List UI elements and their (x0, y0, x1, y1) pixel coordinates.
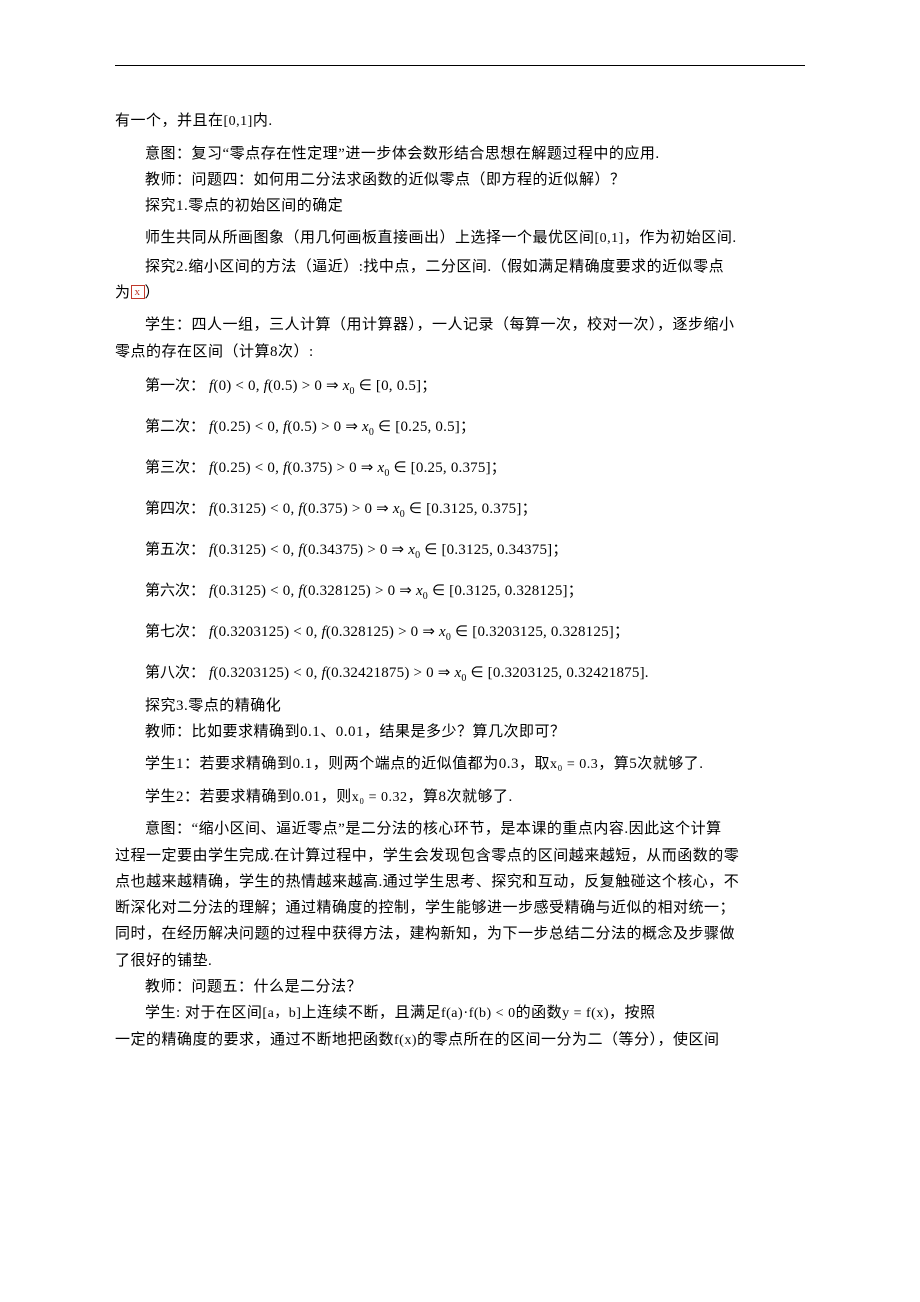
text: 为 (115, 285, 131, 301)
iteration-math: f(0.25) < 0, f(0.5) > 0 ⇒ x0 ∈ [0.25, 0.… (209, 417, 460, 438)
para-line: 过程一定要由学生完成.在计算过程中，学生会发现包含零点的区间越来越短，从而函数的… (115, 843, 805, 869)
text: 学生: 对于在区间 (145, 1005, 262, 1021)
iteration-terminator: ； (614, 620, 629, 641)
iteration-row: 第二次：f(0.25) < 0, f(0.5) > 0 ⇒ x0 ∈ [0.25… (115, 406, 805, 447)
iteration-math: f(0.3125) < 0, f(0.328125) > 0 ⇒ x0 ∈ [0… (209, 581, 568, 602)
iteration-row: 第六次：f(0.3125) < 0, f(0.328125) > 0 ⇒ x0 … (115, 570, 805, 611)
iteration-row: 第五次：f(0.3125) < 0, f(0.34375) > 0 ⇒ x0 ∈… (115, 529, 805, 570)
para-line: 教师：问题四：如何用二分法求函数的近似零点（即方程的近似解）？ (115, 167, 805, 193)
math-expr: f(a) (441, 1006, 463, 1021)
para-line: 师生共同从所画图象（用几何画板直接画出）上选择一个最优区间[0,1]，作为初始区… (115, 225, 805, 252)
iteration-row: 第一次：f(0) < 0, f(0.5) > 0 ⇒ x0 ∈ [0, 0.5]… (115, 365, 805, 406)
text: ） (145, 285, 161, 301)
text: ，作为初始区间. (624, 230, 737, 246)
iteration-terminator: . (645, 665, 649, 682)
text: 的零点所在的区间一分为二（等分），使区间 (417, 1032, 720, 1048)
para-line: 学生2：若要求精确到0.01，则x₀ = 0.32，算8次就够了. (115, 784, 805, 811)
math-expr: x₀ = 0.3 (550, 757, 598, 772)
text: 学生2：若要求精确到0.01，则 (145, 789, 352, 805)
text: 有一个，并且在 (115, 113, 224, 129)
math-expr: y = f(x) (562, 1006, 609, 1021)
para-line: 教师：问题五：什么是二分法？ (115, 974, 805, 1000)
text: ，算5次就够了. (598, 756, 703, 772)
iteration-label: 第六次： (145, 579, 209, 600)
para-line: 教师：比如要求精确到0.1、0.01，结果是多少？算几次即可？ (115, 719, 805, 745)
text: 一定的精确度的要求，通过不断地把函数 (115, 1032, 394, 1048)
iteration-math: f(0.3125) < 0, f(0.34375) > 0 ⇒ x0 ∈ [0.… (209, 540, 552, 561)
math-expr: x₀ = 0.32 (352, 790, 408, 805)
iteration-label: 第四次： (145, 497, 209, 518)
iteration-row: 第八次：f(0.3203125) < 0, f(0.32421875) > 0 … (115, 652, 805, 693)
iteration-row: 第七次：f(0.3203125) < 0, f(0.328125) > 0 ⇒ … (115, 611, 805, 652)
iteration-label: 第七次： (145, 620, 209, 641)
iteration-row: 第四次：f(0.3125) < 0, f(0.375) > 0 ⇒ x0 ∈ [… (115, 488, 805, 529)
document-page: 有一个，并且在[0,1]内. 意图：复习“零点存在性定理”进一步体会数形结合思想… (0, 0, 920, 1302)
para-line: 同时，在经历解决问题的过程中获得方法，建构新知，为下一步总结二分法的概念及步骤做 (115, 921, 805, 947)
text: ，算8次就够了. (408, 789, 513, 805)
iteration-terminator: ； (552, 538, 567, 559)
para-line: 学生：四人一组，三人计算（用计算器），一人记录（每算一次，校对一次），逐步缩小 (115, 312, 805, 338)
text: 上连续不断，且满足 (301, 1005, 441, 1021)
iteration-math: f(0) < 0, f(0.5) > 0 ⇒ x0 ∈ [0, 0.5] (209, 376, 421, 397)
para-line: 点也越来越精确，学生的热情越来越高.通过学生思考、探究和互动，反复触碰这个核心，… (115, 869, 805, 895)
iteration-terminator: ； (421, 374, 436, 395)
iteration-row: 第三次：f(0.25) < 0, f(0.375) > 0 ⇒ x0 ∈ [0.… (115, 447, 805, 488)
para-line: 探究1.零点的初始区间的确定 (115, 193, 805, 219)
iteration-terminator: ； (568, 579, 583, 600)
text: ，按照 (609, 1005, 656, 1021)
iteration-label: 第一次： (145, 374, 209, 395)
para-line: 断深化对二分法的理解；通过精确度的控制，学生能够进一步感受精确与近似的相对统一； (115, 895, 805, 921)
math-expr: f(x) (394, 1033, 417, 1048)
para-line: 了很好的铺垫. (115, 948, 805, 974)
iteration-label: 第五次： (145, 538, 209, 559)
iteration-terminator: ； (522, 497, 537, 518)
para-line: 意图：“缩小区间、逼近零点”是二分法的核心环节，是本课的重点内容.因此这个计算 (115, 816, 805, 842)
para-line: 探究3.零点的精确化 (115, 693, 805, 719)
para-line: 学生: 对于在区间[a，b]上连续不断，且满足f(a)·f(b) < 0的函数y… (115, 1000, 805, 1027)
para-line: 探究2.缩小区间的方法（逼近）:找中点，二分区间.（假如满足精确度要求的近似零点 (115, 254, 805, 280)
broken-image-icon: x (131, 285, 145, 299)
iteration-math: f(0.3203125) < 0, f(0.328125) > 0 ⇒ x0 ∈… (209, 622, 614, 643)
iteration-math: f(0.25) < 0, f(0.375) > 0 ⇒ x0 ∈ [0.25, … (209, 458, 491, 479)
para-line: 有一个，并且在[0,1]内. (115, 108, 805, 135)
para-line: 意图：复习“零点存在性定理”进一步体会数形结合思想在解题过程中的应用. (115, 141, 805, 167)
iteration-math: f(0.3125) < 0, f(0.375) > 0 ⇒ x0 ∈ [0.31… (209, 499, 522, 520)
para-line: 一定的精确度的要求，通过不断地把函数f(x)的零点所在的区间一分为二（等分），使… (115, 1027, 805, 1054)
text: 学生1：若要求精确到0.1，则两个端点的近似值都为0.3，取 (145, 756, 550, 772)
text: 师生共同从所画图象（用几何画板直接画出）上选择一个最优区间 (145, 230, 595, 246)
text: 内. (253, 113, 273, 129)
text: 的函数 (516, 1005, 563, 1021)
iteration-label: 第三次： (145, 456, 209, 477)
math-interval: [a，b] (262, 1006, 301, 1021)
top-rule (115, 65, 805, 66)
iteration-math: f(0.3203125) < 0, f(0.32421875) > 0 ⇒ x0… (209, 663, 645, 684)
iteration-terminator: ； (460, 415, 475, 436)
iteration-label: 第八次： (145, 661, 209, 682)
math-interval: [0,1] (224, 114, 253, 129)
math-expr: f(b) < 0 (469, 1006, 516, 1021)
math-interval: [0,1] (595, 231, 624, 246)
iteration-list: 第一次：f(0) < 0, f(0.5) > 0 ⇒ x0 ∈ [0, 0.5]… (115, 365, 805, 693)
para-line: 学生1：若要求精确到0.1，则两个端点的近似值都为0.3，取x₀ = 0.3，算… (115, 751, 805, 778)
iteration-terminator: ； (491, 456, 506, 477)
para-line: 零点的存在区间（计算8次）: (115, 339, 805, 365)
iteration-label: 第二次： (145, 415, 209, 436)
para-line: 为x） (115, 280, 805, 306)
